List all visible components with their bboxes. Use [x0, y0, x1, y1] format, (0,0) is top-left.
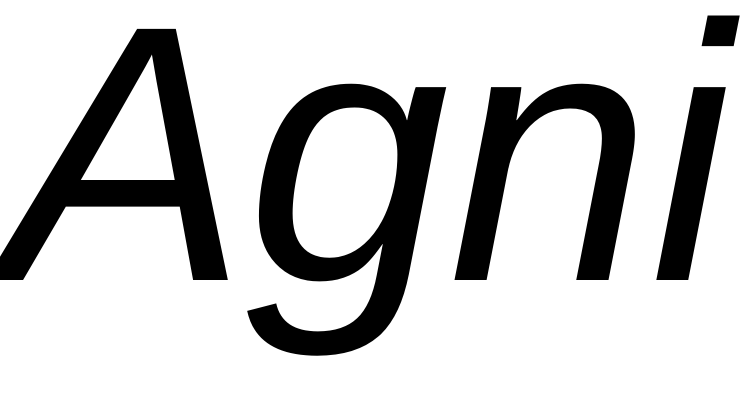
- word-text: Agni: [4, 0, 732, 358]
